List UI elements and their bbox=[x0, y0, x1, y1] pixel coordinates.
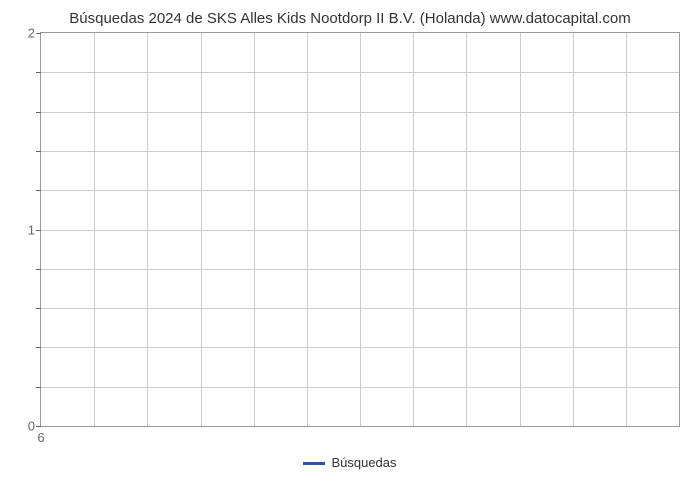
ytick-mark bbox=[36, 230, 41, 231]
ytick-label: 2 bbox=[28, 26, 35, 41]
ytick-mark bbox=[36, 151, 41, 152]
ytick-mark bbox=[36, 426, 41, 427]
plot-wrapper: 0126 bbox=[40, 32, 680, 447]
ytick-mark bbox=[36, 33, 41, 34]
grid-line-vertical bbox=[573, 33, 574, 426]
ytick-mark bbox=[36, 387, 41, 388]
ytick-label: 0 bbox=[28, 419, 35, 434]
grid-line-vertical bbox=[626, 33, 627, 426]
grid-line-vertical bbox=[360, 33, 361, 426]
grid-line-vertical bbox=[254, 33, 255, 426]
legend-line-icon bbox=[303, 462, 325, 465]
ytick-mark bbox=[36, 72, 41, 73]
grid-line-vertical bbox=[201, 33, 202, 426]
ytick-mark bbox=[36, 308, 41, 309]
grid-line-vertical bbox=[94, 33, 95, 426]
grid-line-vertical bbox=[147, 33, 148, 426]
ytick-mark bbox=[36, 269, 41, 270]
xtick-label: 6 bbox=[37, 430, 44, 445]
grid-line-vertical bbox=[466, 33, 467, 426]
ytick-mark bbox=[36, 190, 41, 191]
ytick-label: 1 bbox=[28, 222, 35, 237]
grid-line-vertical bbox=[520, 33, 521, 426]
grid-line-vertical bbox=[307, 33, 308, 426]
legend: Búsquedas bbox=[10, 455, 690, 470]
legend-label: Búsquedas bbox=[331, 455, 396, 470]
chart-container: Búsquedas 2024 de SKS Alles Kids Nootdor… bbox=[10, 10, 690, 490]
ytick-mark bbox=[36, 347, 41, 348]
ytick-mark bbox=[36, 112, 41, 113]
chart-title: Búsquedas 2024 de SKS Alles Kids Nootdor… bbox=[10, 10, 690, 27]
grid-line-vertical bbox=[413, 33, 414, 426]
plot-area: 0126 bbox=[40, 32, 680, 427]
